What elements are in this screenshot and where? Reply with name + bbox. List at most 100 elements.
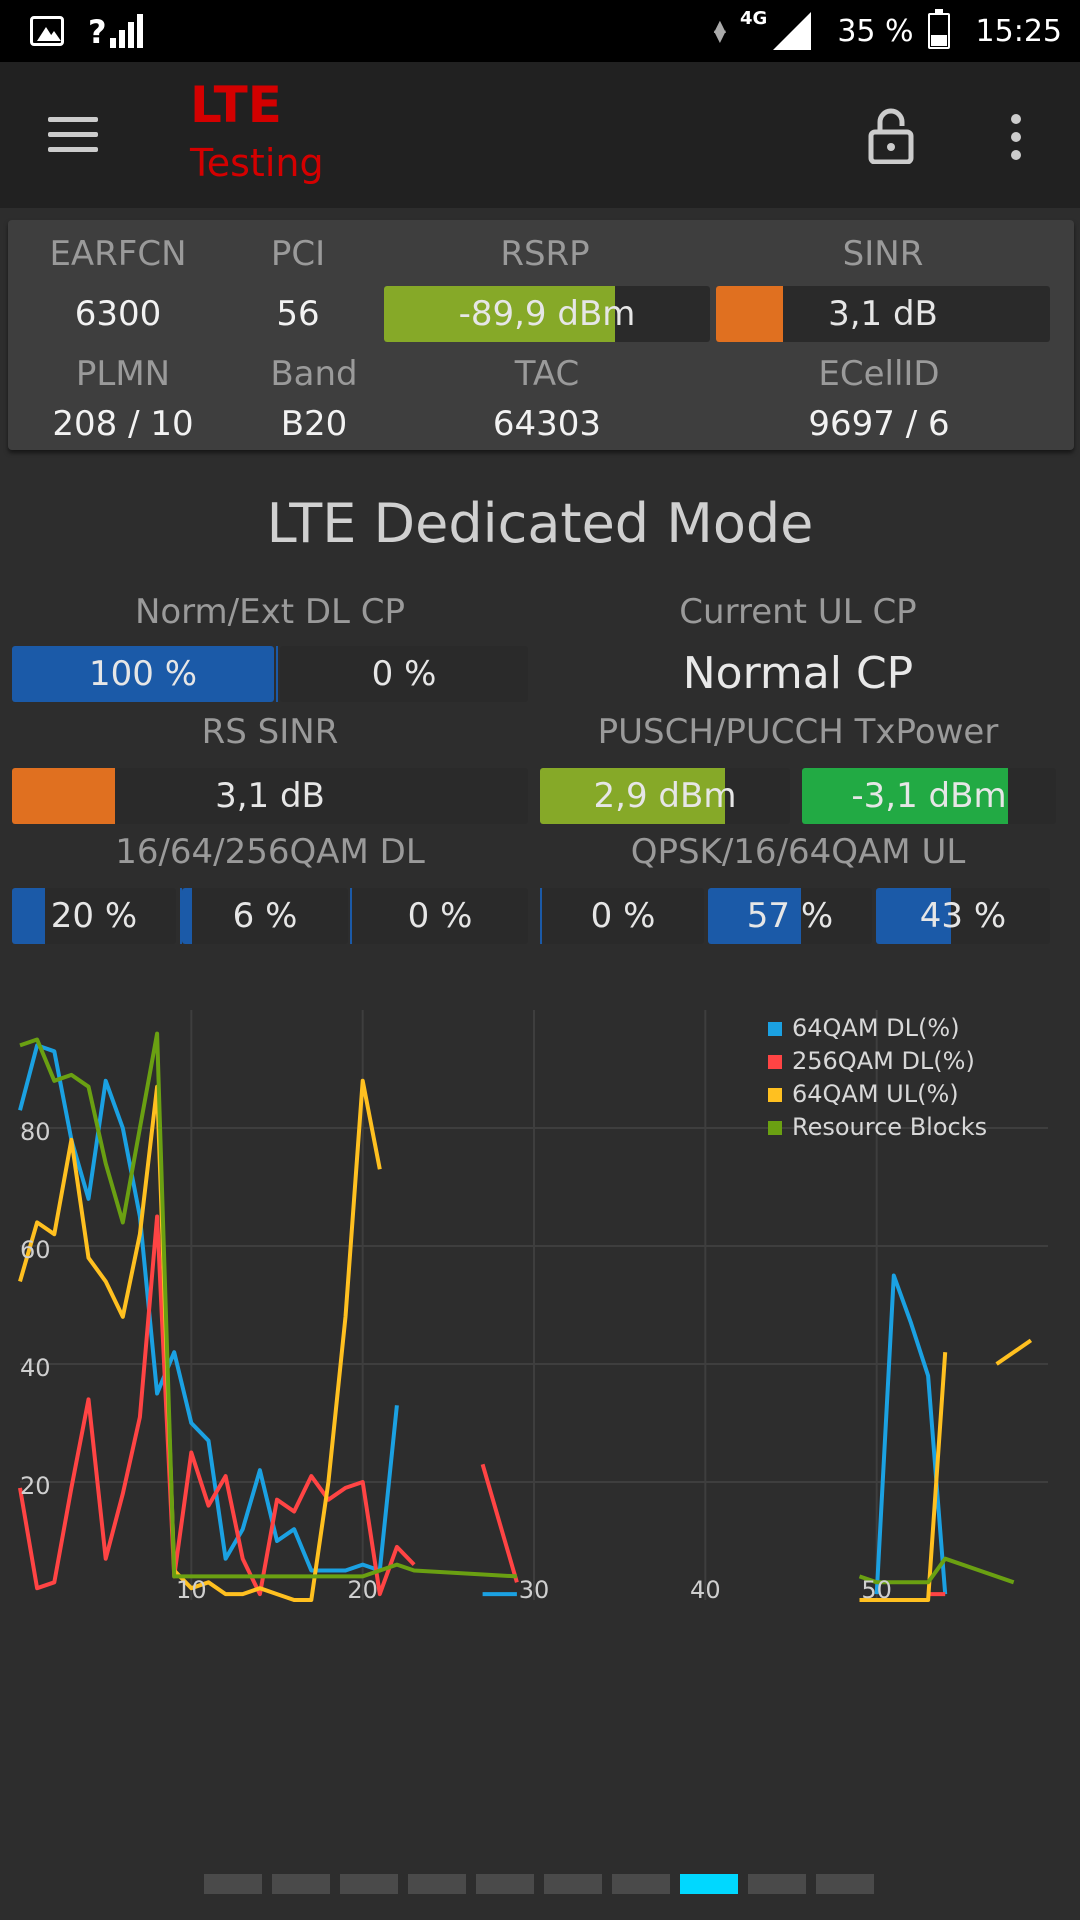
app-title: LTE Testing — [190, 80, 324, 182]
data-activity-icon: ▲ ▼ — [713, 16, 726, 45]
series-line-1 — [480, 1463, 519, 1583]
lock-open-icon[interactable] — [868, 108, 914, 164]
bar-divider — [276, 646, 278, 702]
bar-divider — [350, 888, 352, 944]
series-line-2 — [995, 1338, 1033, 1366]
y-tick-label: 80 — [20, 1118, 51, 1146]
rs-sinr-bar: 3,1 dB — [12, 768, 528, 824]
page-dot[interactable] — [544, 1874, 602, 1894]
series-line-3 — [858, 1556, 1015, 1585]
qam-ul-qpsk-value: 0 % — [590, 896, 656, 936]
dl-cp-label: Norm/Ext DL CP — [134, 592, 406, 632]
pusch-power-bar: 2,9 dBm — [540, 768, 790, 824]
more-options-icon[interactable] — [1008, 114, 1024, 160]
qam-ul-64-bar: 43 % — [876, 888, 1050, 944]
pucch-power-value: -3,1 dBm — [851, 776, 1007, 816]
series-line-0 — [18, 1043, 399, 1573]
pucch-power-bar: -3,1 dBm — [802, 768, 1056, 824]
qam-dl-64-value: 6 % — [232, 896, 298, 936]
legend-swatch — [768, 1022, 782, 1036]
page-indicator — [204, 1874, 874, 1894]
qam-ul-16-value: 57 % — [746, 896, 834, 936]
pci-label: PCI — [270, 234, 326, 274]
qam-dl-16-value: 20 % — [50, 896, 138, 936]
dl-cp-normal-value: 100 % — [88, 654, 197, 694]
clock: 15:25 — [975, 13, 1062, 49]
qam-dl-label: 16/64/256QAM DL — [115, 832, 425, 872]
sinr-value: 3,1 dB — [828, 294, 938, 334]
band-value: B20 — [280, 404, 348, 444]
earfcn-value: 6300 — [74, 294, 162, 334]
legend-swatch — [768, 1055, 782, 1069]
app-bar: LTE Testing — [0, 62, 1080, 208]
legend-swatch — [768, 1121, 782, 1135]
dl-cp-extended-bar: 0 % — [280, 646, 528, 702]
page-dot[interactable] — [680, 1874, 738, 1894]
rsrp-bar: -89,9 dBm — [384, 286, 710, 342]
page-dot[interactable] — [816, 1874, 874, 1894]
network-type: 4G — [740, 8, 768, 29]
plmn-label: PLMN — [75, 354, 171, 394]
gallery-notification-icon — [30, 16, 64, 46]
section-title: LTE Dedicated Mode — [266, 492, 814, 555]
series-line-0 — [874, 1273, 948, 1595]
x-tick-label: 10 — [176, 1576, 207, 1604]
page-dot[interactable] — [612, 1874, 670, 1894]
page-dot[interactable] — [272, 1874, 330, 1894]
tac-label: TAC — [514, 354, 580, 394]
x-tick-label: 20 — [347, 1576, 378, 1604]
legend-swatch — [768, 1088, 782, 1102]
earfcn-label: EARFCN — [49, 234, 187, 274]
ecellid-value: 9697 / 6 — [808, 404, 950, 444]
page-dot[interactable] — [748, 1874, 806, 1894]
rs-sinr-label: RS SINR — [201, 712, 339, 752]
qam-dl-16-bar: 20 % — [12, 888, 176, 944]
dl-cp-normal-bar: 100 % — [12, 646, 274, 702]
battery-percentage: 35 % — [837, 13, 914, 49]
page-dot[interactable] — [476, 1874, 534, 1894]
qam-ul-16-bar: 57 % — [708, 888, 872, 944]
x-tick-label: 40 — [690, 1576, 721, 1604]
cell-signal-icon — [773, 12, 812, 50]
rsrp-label: RSRP — [500, 234, 590, 274]
app-title-line1: LTE — [190, 76, 282, 134]
app-title-line2: Testing — [190, 141, 324, 185]
legend-entry: 64QAM UL(%) — [792, 1080, 959, 1108]
series-line-2 — [18, 1078, 382, 1602]
tx-power-label: PUSCH/PUCCH TxPower — [597, 712, 999, 752]
rsrp-value: -89,9 dBm — [458, 294, 636, 334]
y-tick-label: 60 — [20, 1236, 51, 1264]
menu-icon[interactable] — [48, 117, 98, 153]
page-dot[interactable] — [408, 1874, 466, 1894]
x-tick-label: 50 — [861, 1576, 892, 1604]
y-tick-label: 20 — [20, 1472, 51, 1500]
legend-entry: 256QAM DL(%) — [792, 1047, 975, 1075]
qam-dl-64-bar: 6 % — [182, 888, 348, 944]
dl-cp-extended-value: 0 % — [371, 654, 437, 694]
ecellid-label: ECellID — [818, 354, 940, 394]
tac-value: 64303 — [492, 404, 602, 444]
qam-dl-256-value: 0 % — [407, 896, 473, 936]
qam-ul-qpsk-bar: 0 % — [542, 888, 704, 944]
page-dot[interactable] — [204, 1874, 262, 1894]
ul-cp-label: Current UL CP — [679, 592, 917, 632]
plmn-value: 208 / 10 — [52, 404, 194, 444]
status-bar: ? ▲ ▼ 4G 35 % 15:25 — [0, 0, 1080, 62]
cell-info-card: EARFCN PCI RSRP SINR 6300 56 -89,9 dBm 3… — [8, 220, 1074, 450]
sinr-label: SINR — [842, 234, 924, 274]
pusch-power-value: 2,9 dBm — [593, 776, 737, 816]
series-line-1 — [18, 1214, 416, 1597]
line-chart: 10 20 30 40 50 20 40 60 80 64QAM DL(%) 256QAM DL(%… — [18, 1010, 1048, 1604]
series-line-2 — [859, 1352, 948, 1602]
qam-ul-label: QPSK/16/64QAM UL — [630, 832, 966, 872]
band-label: Band — [270, 354, 358, 394]
page-dot[interactable] — [340, 1874, 398, 1894]
x-tick-label: 30 — [519, 1576, 550, 1604]
qam-ul-64-value: 43 % — [919, 896, 1007, 936]
legend-entry: Resource Blocks — [792, 1113, 987, 1141]
rs-sinr-value: 3,1 dB — [215, 776, 325, 816]
pci-value: 56 — [276, 294, 320, 334]
bar-divider — [540, 888, 542, 944]
legend-entry: 64QAM DL(%) — [792, 1014, 960, 1042]
y-tick-label: 40 — [20, 1354, 51, 1382]
